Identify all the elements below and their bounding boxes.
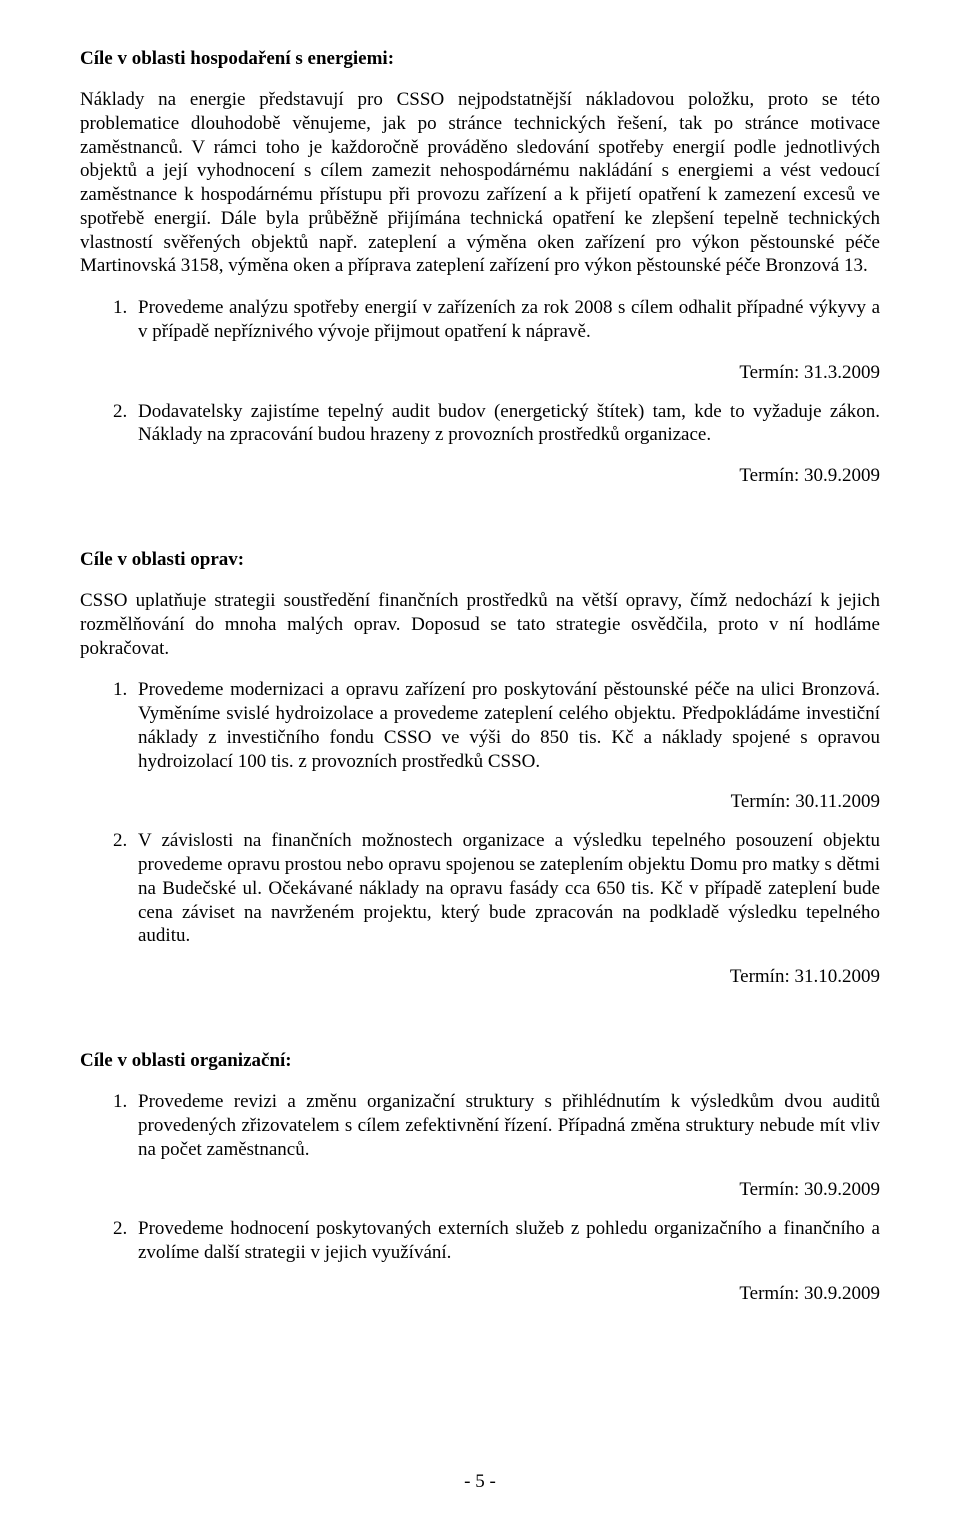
section-repairs-title: Cíle v oblasti oprav:: [80, 549, 880, 571]
section-energy-list: Provedeme analýzu spotřeby energií v zař…: [80, 296, 880, 344]
list-item-text: Dodavatelsky zajistíme tepelný audit bud…: [138, 401, 880, 446]
list-item-text: Provedeme analýzu spotřeby energií v zař…: [138, 297, 880, 342]
list-item-text: Provedeme hodnocení poskytovaných extern…: [138, 1218, 880, 1263]
list-item-text: Provedeme revizi a změnu organizační str…: [138, 1091, 880, 1160]
section-org-title: Cíle v oblasti organizační:: [80, 1050, 880, 1072]
document-page: Cíle v oblasti hospodaření s energiemi: …: [0, 0, 960, 1513]
list-item: Provedeme modernizaci a opravu zařízení …: [132, 678, 880, 773]
section-energy-list: Dodavatelsky zajistíme tepelný audit bud…: [80, 400, 880, 448]
section-repairs-list: Provedeme modernizaci a opravu zařízení …: [80, 678, 880, 773]
deadline-text: Termín: 30.9.2009: [80, 1179, 880, 1201]
page-number: - 5 -: [0, 1471, 960, 1493]
section-repairs-body: CSSO uplatňuje strategii soustředění fin…: [80, 589, 880, 660]
list-item-text: V závislosti na finančních možnostech or…: [138, 830, 880, 946]
section-energy-title: Cíle v oblasti hospodaření s energiemi:: [80, 48, 880, 70]
section-energy-body: Náklady na energie představují pro CSSO …: [80, 88, 880, 278]
deadline-text: Termín: 30.9.2009: [80, 465, 880, 487]
list-item: Provedeme hodnocení poskytovaných extern…: [132, 1217, 880, 1265]
section-repairs-list: V závislosti na finančních možnostech or…: [80, 829, 880, 948]
deadline-text: Termín: 31.10.2009: [80, 966, 880, 988]
list-item: Provedeme revizi a změnu organizační str…: [132, 1090, 880, 1161]
list-item: Dodavatelsky zajistíme tepelný audit bud…: [132, 400, 880, 448]
deadline-text: Termín: 30.11.2009: [80, 791, 880, 813]
deadline-text: Termín: 30.9.2009: [80, 1283, 880, 1305]
list-item: Provedeme analýzu spotřeby energií v zař…: [132, 296, 880, 344]
list-item-text: Provedeme modernizaci a opravu zařízení …: [138, 679, 880, 771]
deadline-text: Termín: 31.3.2009: [80, 362, 880, 384]
section-org-list: Provedeme revizi a změnu organizační str…: [80, 1090, 880, 1161]
list-item: V závislosti na finančních možnostech or…: [132, 829, 880, 948]
section-org-list: Provedeme hodnocení poskytovaných extern…: [80, 1217, 880, 1265]
